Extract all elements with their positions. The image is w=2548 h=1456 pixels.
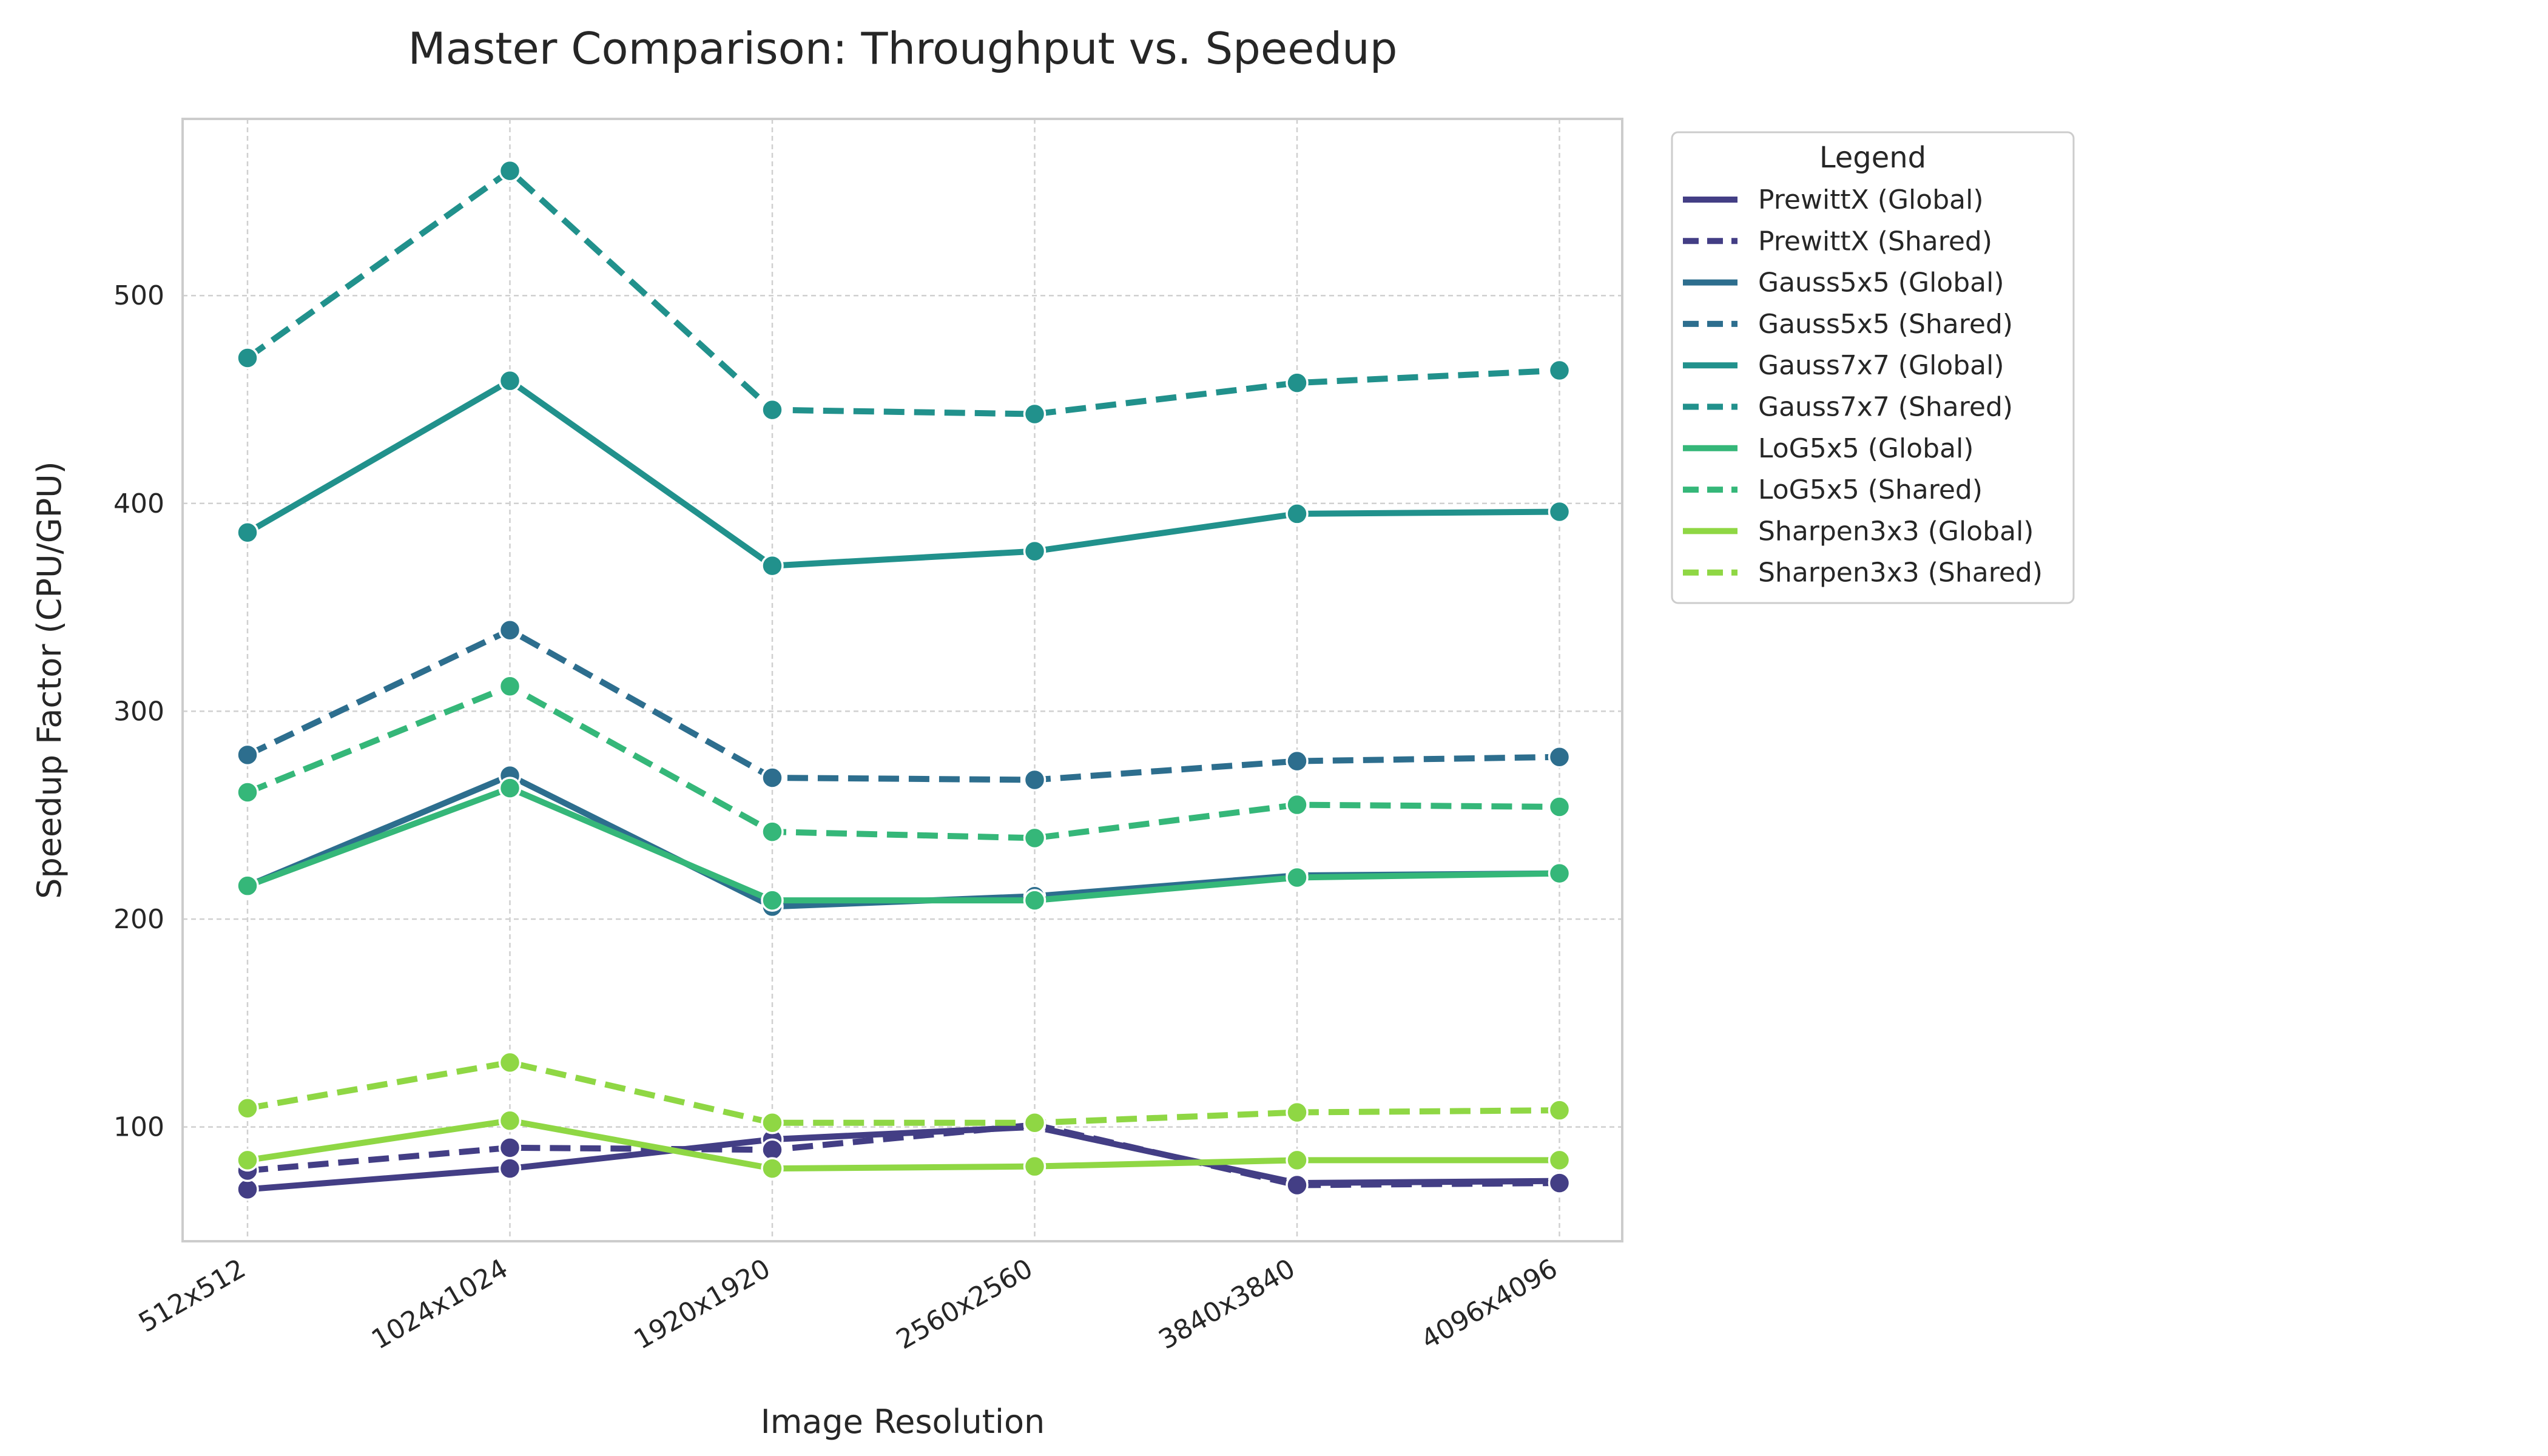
data-point bbox=[1286, 371, 1309, 394]
legend-entry-label: LoG5x5 (Shared) bbox=[1758, 474, 1983, 505]
chart-title: Master Comparison: Throughput vs. Speedu… bbox=[408, 23, 1397, 74]
data-point bbox=[1548, 359, 1571, 382]
x-axis-label: Image Resolution bbox=[761, 1403, 1045, 1441]
legend-entry-label: Gauss7x7 (Global) bbox=[1758, 350, 2004, 381]
series bbox=[236, 159, 1571, 426]
series-line bbox=[246, 785, 1560, 904]
data-point bbox=[761, 398, 784, 422]
data-point bbox=[761, 554, 784, 578]
legend-entry-label: Sharpen3x3 (Shared) bbox=[1758, 558, 2043, 588]
data-point bbox=[1548, 1171, 1571, 1195]
data-point bbox=[1548, 861, 1571, 885]
data-point bbox=[1023, 1111, 1046, 1134]
data-point bbox=[498, 369, 522, 393]
data-point bbox=[761, 1111, 784, 1134]
data-point bbox=[1286, 749, 1309, 773]
y-axis-ticks: 100 200 300 400 500 bbox=[113, 280, 164, 1142]
x-tick-label: 4096x4096 bbox=[1416, 1253, 1563, 1355]
y-tick-label: 500 bbox=[113, 280, 164, 311]
series bbox=[236, 619, 1571, 792]
data-point bbox=[236, 781, 259, 804]
data-point bbox=[236, 743, 259, 767]
data-point bbox=[1548, 1099, 1571, 1122]
legend-title: Legend bbox=[1819, 141, 1926, 175]
data-point bbox=[1023, 402, 1046, 426]
data-point bbox=[498, 1136, 522, 1159]
data-point bbox=[1023, 539, 1046, 563]
series-line bbox=[246, 377, 1560, 569]
legend-frame bbox=[1671, 131, 2075, 604]
data-point bbox=[236, 1096, 259, 1120]
x-tick-label: 512x512 bbox=[133, 1253, 251, 1338]
legend-items: PrewittX (Global) PrewittX (Shared) Gauss5… bbox=[1683, 184, 2043, 588]
legend-entry-label: PrewittX (Shared) bbox=[1758, 226, 1992, 257]
data-point bbox=[1023, 826, 1046, 850]
data-point bbox=[1548, 500, 1571, 524]
data-point bbox=[236, 521, 259, 544]
series-line bbox=[247, 1059, 1560, 1126]
legend-entry-label: Gauss5x5 (Global) bbox=[1758, 268, 2004, 298]
data-point bbox=[498, 619, 522, 642]
series bbox=[236, 675, 1571, 850]
data-point bbox=[761, 820, 784, 843]
series-line bbox=[246, 627, 1560, 783]
y-tick-label: 300 bbox=[113, 696, 164, 727]
series bbox=[236, 1051, 1571, 1134]
legend-entry-label: Gauss5x5 (Shared) bbox=[1758, 309, 2013, 340]
data-point bbox=[1286, 793, 1309, 817]
legend: Legend PrewittX (Global) PrewittX (Shared… bbox=[1671, 131, 2075, 604]
data-point bbox=[236, 1178, 259, 1201]
series-layer bbox=[236, 159, 1571, 1201]
x-tick-label: 3840x3840 bbox=[1153, 1253, 1300, 1355]
legend-entry-label: Sharpen3x3 (Global) bbox=[1758, 516, 2034, 547]
data-point bbox=[761, 766, 784, 789]
x-axis-ticks: 512x512 1024x1024 1920x1920 2560x2560 3840x3… bbox=[133, 1253, 1563, 1355]
plot-frame bbox=[181, 118, 1623, 1242]
y-tick-label: 400 bbox=[113, 488, 164, 519]
y-tick-label: 200 bbox=[113, 904, 164, 935]
legend-entry-label: Gauss7x7 (Shared) bbox=[1758, 392, 2013, 423]
legend-entry-label: LoG5x5 (Global) bbox=[1758, 433, 1973, 464]
data-point bbox=[236, 1148, 259, 1172]
series bbox=[236, 764, 1571, 918]
data-point bbox=[1548, 1148, 1571, 1172]
data-point bbox=[498, 159, 522, 183]
data-point bbox=[1286, 502, 1309, 525]
series bbox=[236, 1113, 1571, 1197]
data-point bbox=[236, 346, 259, 369]
data-point bbox=[498, 1051, 522, 1074]
data-point bbox=[498, 675, 522, 698]
series-line bbox=[247, 1117, 1560, 1172]
data-point bbox=[1548, 795, 1571, 818]
data-point bbox=[1286, 1100, 1309, 1124]
data-point bbox=[761, 1138, 784, 1162]
series bbox=[236, 777, 1571, 912]
data-point bbox=[1023, 1154, 1046, 1178]
data-point bbox=[761, 889, 784, 912]
legend-entry-label: PrewittX (Global) bbox=[1758, 184, 1984, 215]
data-point bbox=[498, 777, 522, 800]
y-tick-label: 100 bbox=[113, 1112, 164, 1143]
data-point bbox=[1023, 768, 1046, 792]
series-line bbox=[247, 1122, 1560, 1188]
x-tick-label: 2560x2560 bbox=[891, 1253, 1038, 1355]
data-point bbox=[1286, 866, 1309, 889]
data-point bbox=[1286, 1173, 1309, 1197]
series-line bbox=[246, 772, 1560, 910]
series bbox=[236, 369, 1571, 578]
data-point bbox=[761, 1157, 784, 1180]
series-line bbox=[246, 167, 1560, 417]
data-point bbox=[1548, 746, 1571, 769]
data-point bbox=[236, 874, 259, 897]
x-tick-label: 1920x1920 bbox=[629, 1253, 775, 1355]
x-tick-label: 1024x1024 bbox=[366, 1253, 513, 1355]
series bbox=[236, 1109, 1571, 1180]
data-point bbox=[1023, 889, 1046, 912]
data-point bbox=[498, 1109, 522, 1133]
data-point bbox=[1286, 1148, 1309, 1172]
y-axis-label: Speedup Factor (CPU/GPU) bbox=[30, 461, 69, 898]
data-point bbox=[498, 1157, 522, 1180]
series-line bbox=[246, 683, 1560, 841]
